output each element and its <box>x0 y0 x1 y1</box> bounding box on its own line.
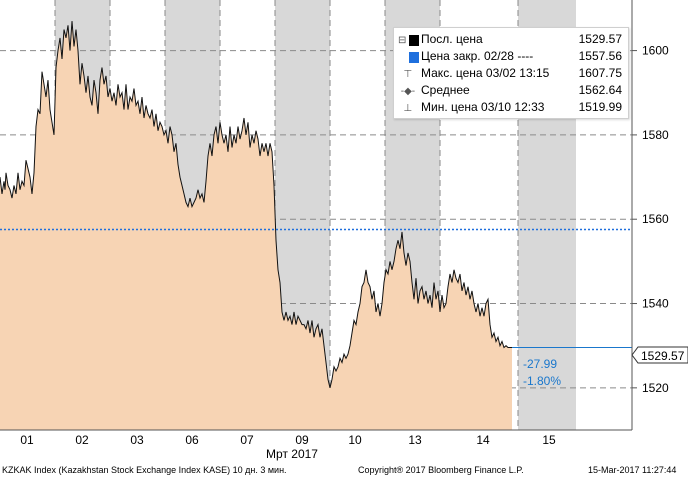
legend-row-last: ⊟ Посл. цена 1529.57 <box>394 32 628 48</box>
x-ticks: 01 02 03 06 07 09 10 13 14 15 <box>20 433 556 447</box>
footer-timestamp: 15-Mar-2017 11:27:44 <box>588 465 677 475</box>
y-tick-label: 1540 <box>642 297 669 311</box>
x-axis-month-label: Мрт 2017 <box>266 447 318 461</box>
change-absolute: -27.99 <box>523 357 557 371</box>
y-tick-label: 1600 <box>642 44 669 58</box>
legend-label: Посл. цена <box>421 32 483 46</box>
legend-row-close: Цена закр. 02/28 ---- 1557.56 <box>394 49 628 65</box>
x-tick-label: 07 <box>240 433 254 447</box>
x-tick-label: 03 <box>130 433 144 447</box>
x-tick-label: 09 <box>295 433 309 447</box>
x-tick-label: 14 <box>476 433 490 447</box>
legend-label: Мин. цена 03/10 12:33 <box>421 100 545 114</box>
x-tick-label: 01 <box>20 433 34 447</box>
y-ticks: 1520 1540 1560 1580 1600 <box>632 44 669 395</box>
last-price-tag-text: 1529.57 <box>641 349 685 363</box>
legend-label: Макс. цена 03/02 13:15 <box>421 66 550 80</box>
legend-label: Цена закр. 02/28 ---- <box>421 49 534 63</box>
legend-value: 1562.64 <box>578 83 622 97</box>
black-square-icon: ⊟ <box>398 34 419 47</box>
x-tick-label: 10 <box>348 433 362 447</box>
min-marker-icon: ⊥ <box>398 103 413 114</box>
x-tick-label: 06 <box>185 433 199 447</box>
x-tick-label: 02 <box>75 433 89 447</box>
x-tick-label: 15 <box>542 433 556 447</box>
price-area <box>0 21 512 430</box>
footer-security: KZKAK Index (Kazakhstan Stock Exchange I… <box>2 465 287 475</box>
price-line <box>0 21 512 389</box>
y-tick-label: 1580 <box>642 128 669 142</box>
max-marker-icon: ⊤ <box>398 69 413 80</box>
legend-value: 1529.57 <box>578 32 622 46</box>
legend-label: Среднее <box>421 83 470 97</box>
legend-row-max: ⊤ Макс. цена 03/02 13:15 1607.75 <box>394 66 628 82</box>
blue-square-icon <box>398 51 419 64</box>
legend: ⊟ Посл. цена 1529.57 Цена закр. 02/28 --… <box>393 27 629 119</box>
legend-row-avg: -◆- Среднее 1562.64 <box>394 83 628 99</box>
legend-row-min: ⊥ Мин. цена 03/10 12:33 1519.99 <box>394 100 628 116</box>
x-tick-label: 13 <box>408 433 422 447</box>
change-percent: -1.80% <box>523 374 561 388</box>
last-price-tag: 1529.57 <box>631 346 688 364</box>
legend-value: 1607.75 <box>578 66 622 80</box>
y-tick-label: 1520 <box>642 381 669 395</box>
footer-copyright: Copyright® 2017 Bloomberg Finance L.P. <box>358 465 524 475</box>
legend-value: 1557.56 <box>578 49 622 63</box>
y-tick-label: 1560 <box>642 212 669 226</box>
legend-value: 1519.99 <box>578 100 622 114</box>
avg-marker-icon: -◆- <box>398 86 416 97</box>
